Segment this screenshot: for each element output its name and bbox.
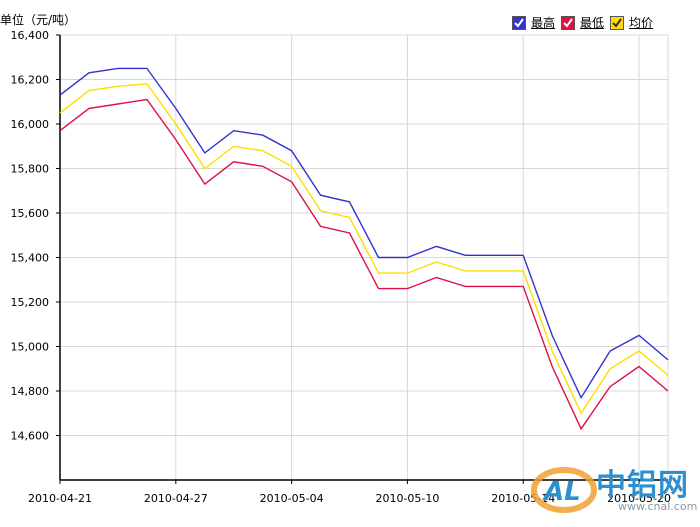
legend-label-high[interactable]: 最高 <box>531 16 556 30</box>
x-axis-ticks: 2010-04-21 2010-04-27 2010-05-04 2010-05-10… <box>28 480 671 505</box>
x-tick-label: 2010-05-20 <box>607 492 671 505</box>
logo-text: AL <box>542 477 581 507</box>
watermark: AL 中铝网 www.cnal.com <box>530 458 697 522</box>
y-tick-label: 15,600 <box>11 207 50 220</box>
series-line-2 <box>59 83 669 415</box>
watermark-url: www.cnal.com <box>618 500 698 513</box>
legend-label-avg[interactable]: 均价 <box>629 16 654 30</box>
series-lines <box>59 67 669 431</box>
checkbox-icon[interactable] <box>512 15 526 30</box>
series-line-1 <box>59 98 669 431</box>
y-tick-label: 16,400 <box>11 29 50 42</box>
series-line-0 <box>59 67 669 400</box>
y-tick-label: 16,200 <box>11 74 50 87</box>
x-tick-label: 2010-04-27 <box>144 492 208 505</box>
y-tick-label: 15,000 <box>11 341 50 354</box>
legend-item-high[interactable]: 最高 <box>512 14 555 31</box>
grid-lines <box>59 34 669 480</box>
checkbox-icon[interactable] <box>610 15 625 30</box>
legend-item-low[interactable]: 最低 <box>561 14 604 31</box>
y-axis-ticks: 14,600 14,800 15,000 15,200 15,400 15,600 15,8… <box>11 29 60 443</box>
x-tick-label: 2010-05-10 <box>375 492 439 505</box>
legend: 最高 最低 均价 <box>512 14 653 31</box>
y-tick-label: 15,200 <box>11 296 50 309</box>
x-tick-label: 2010-04-21 <box>28 492 92 505</box>
y-axis-unit-label: 单位（元/吨） <box>0 13 77 27</box>
watermark-brand: 中铝网 <box>596 468 689 503</box>
cnal-logo-icon: AL <box>531 467 597 513</box>
x-tick-label: 2010-05-04 <box>260 492 324 505</box>
y-tick-label: 14,800 <box>11 385 50 398</box>
y-tick-label: 14,600 <box>11 430 50 443</box>
y-tick-label: 15,800 <box>11 163 50 176</box>
checkbox-icon[interactable] <box>561 15 576 30</box>
y-tick-label: 16,000 <box>11 118 50 131</box>
y-tick-label: 15,400 <box>11 252 50 265</box>
legend-item-avg[interactable]: 均价 <box>610 14 653 31</box>
legend-label-low[interactable]: 最低 <box>580 16 605 30</box>
